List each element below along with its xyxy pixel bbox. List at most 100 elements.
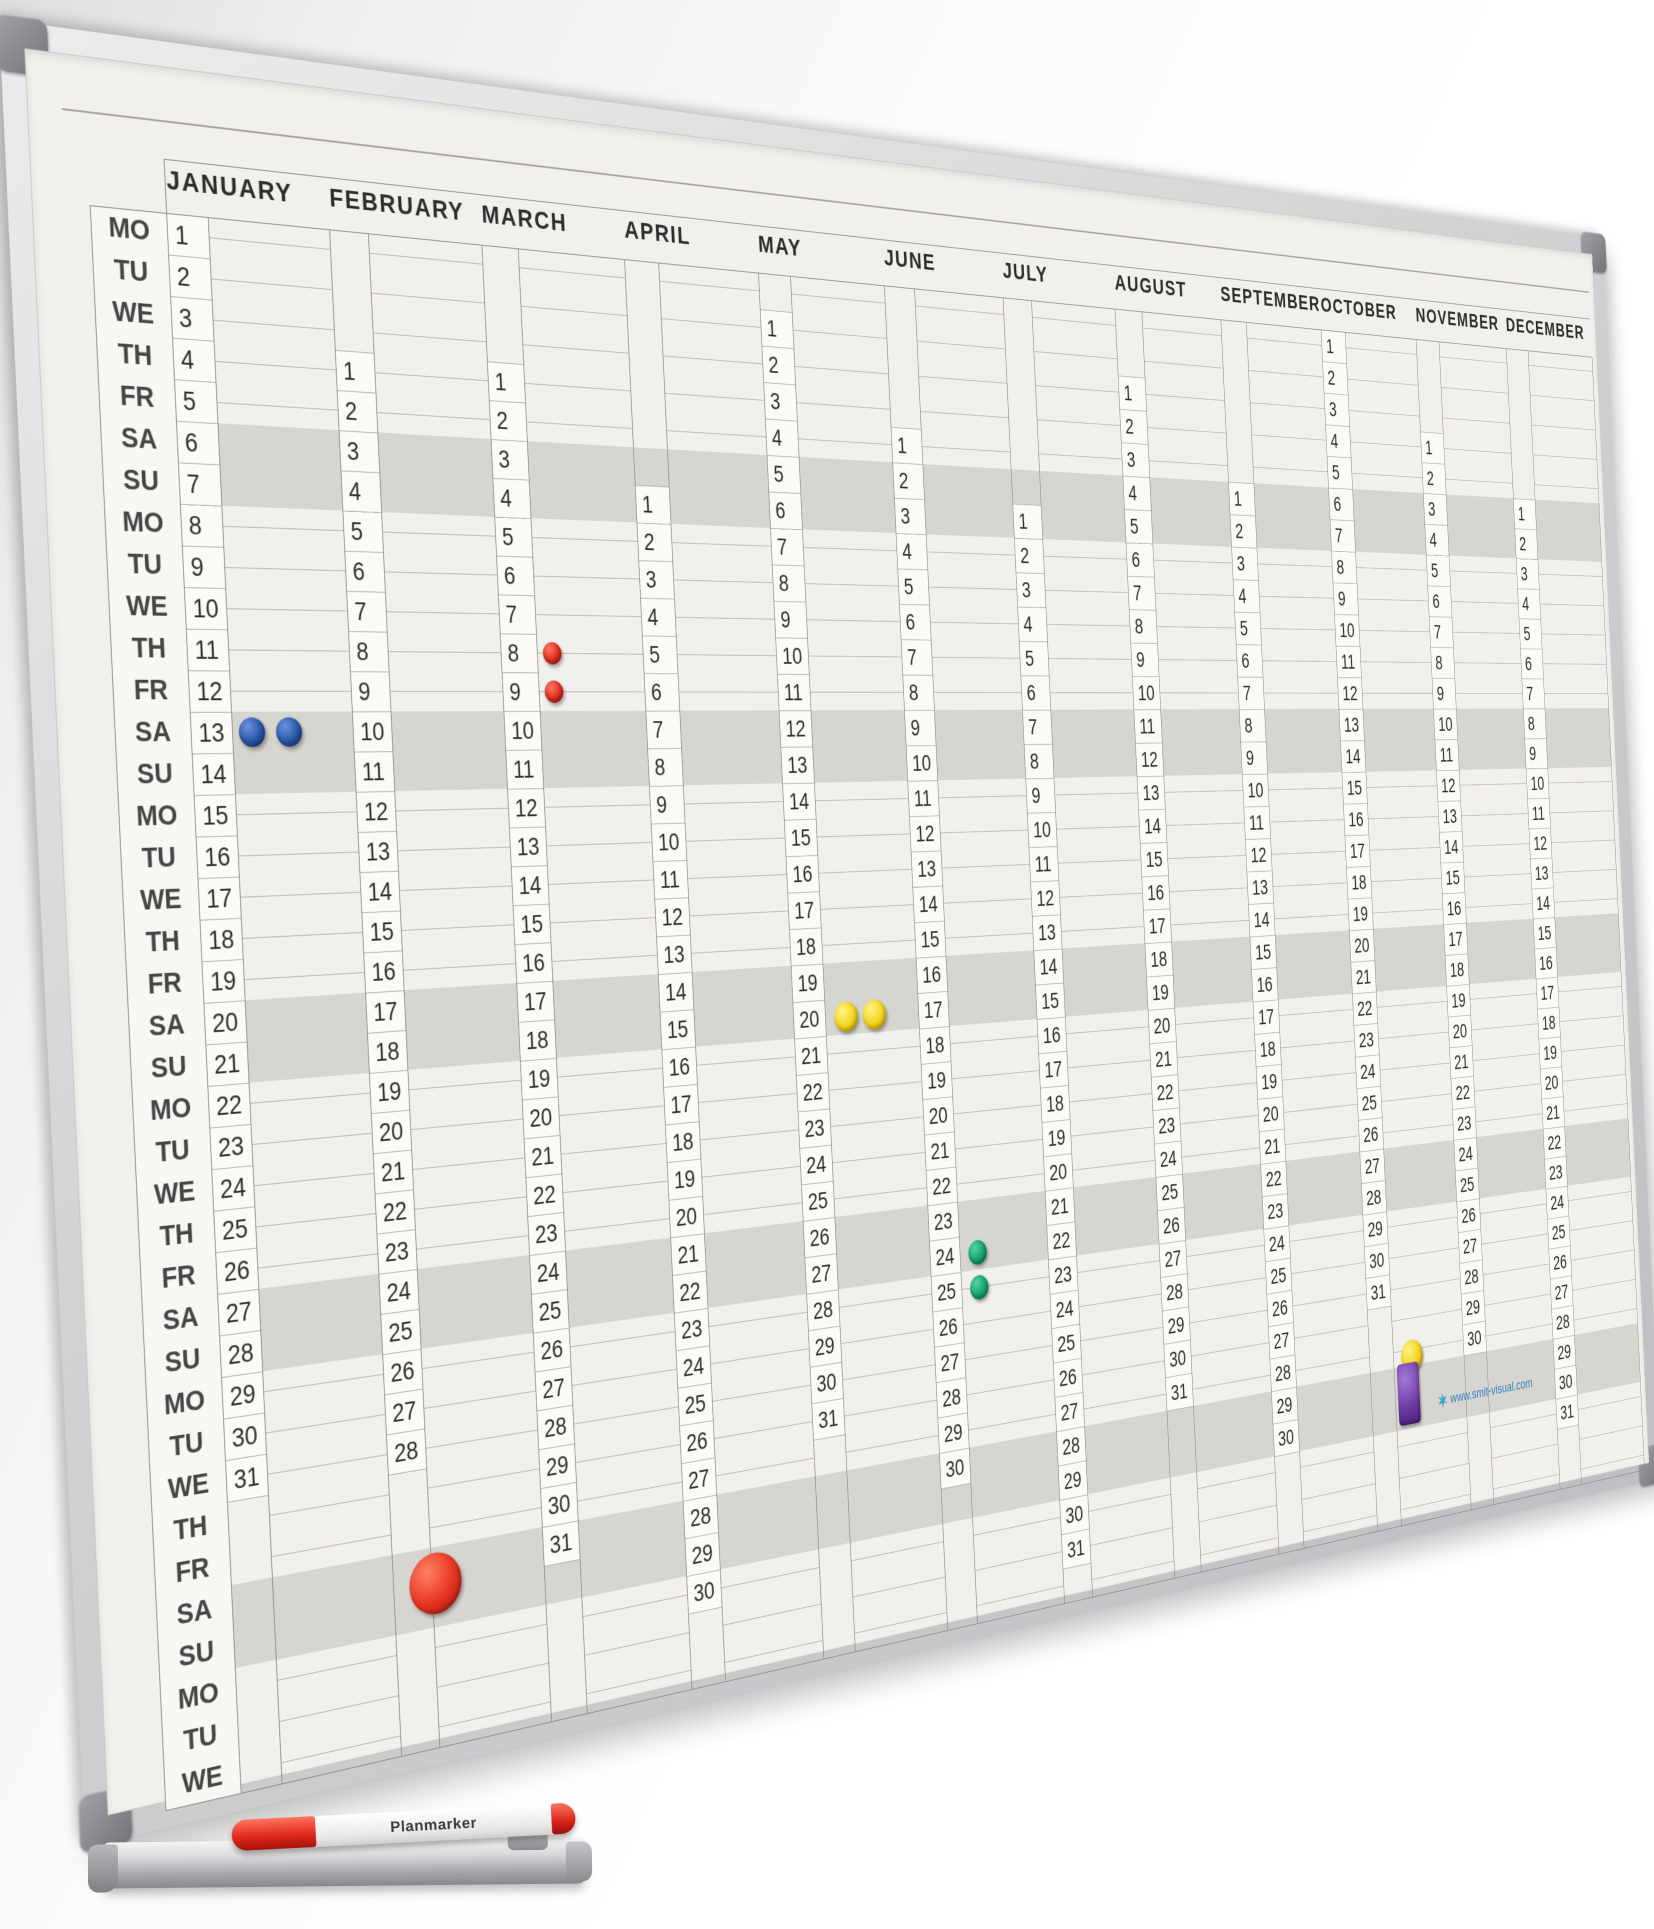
day-number-cell: 2 [636,523,673,563]
day-number-cell: 9 [181,546,226,590]
day-number-cell: 26 [1266,1290,1294,1328]
day-number-cell: 10 [1525,768,1549,800]
day-number-cell: 4 [1424,524,1449,557]
day-label[interactable]: WE [139,883,183,917]
month-header[interactable]: APRIL [623,215,692,250]
day-label[interactable]: TU [113,254,150,289]
day-label[interactable]: MO [121,506,165,540]
day-number-cell: 6 [344,551,385,593]
day-label[interactable]: FR [119,380,155,414]
day-number-cell: 5 [1426,555,1451,587]
day-number-cell: 23 [1048,1256,1078,1295]
day-number-cell: 12 [654,898,691,938]
day-number-cell: 7 [1237,677,1265,710]
day-number-cell: 7 [900,640,933,676]
day-number-cell: 1 [634,485,671,525]
day-label[interactable]: FR [147,967,183,1001]
day-label[interactable]: TU [141,842,177,875]
day-number-cell: 14 [782,783,816,821]
day-number-cell: 31 [1061,1529,1091,1570]
day-label[interactable]: SU [122,464,160,498]
day-number-cell: 25 [677,1383,713,1427]
day-number-cell: 3 [490,439,529,481]
month-header[interactable]: AUGUST [1114,269,1188,302]
day-number-cell: 30 [1554,1365,1578,1400]
day-number-cell: 7 [770,528,804,567]
magnet-red-dot[interactable] [542,642,563,665]
day-number-cell: 18 [1537,1007,1561,1040]
day-number-cell: 18 [367,1030,408,1074]
day-label[interactable]: SU [136,758,174,791]
day-number-cell: 10 [1242,774,1269,808]
day-label[interactable]: TH [131,632,167,665]
month-header[interactable]: NOVEMBER [1415,303,1500,335]
day-number-cell: 12 [1436,770,1461,802]
day-number-cell: 27 [217,1289,261,1337]
day-number-cell: 23 [209,1124,253,1171]
day-label[interactable]: SA [148,1009,186,1043]
day-number-cell: 8 [1238,709,1266,743]
marker-label: Planmarker [389,1814,478,1837]
day-number-cell: 10 [1027,812,1057,849]
day-number-cell: 16 [514,943,553,984]
month-header[interactable]: DECEMBER [1505,313,1585,344]
day-number-cell: 29 [1271,1387,1298,1425]
day-number-cell: 26 [1548,1246,1572,1280]
day-label[interactable]: TU [127,548,163,581]
day-number-cell: 6 [1235,644,1263,678]
day-number-cell: 3 [1516,559,1540,590]
day-number-cell: 30 [939,1448,971,1490]
magnet-purple-rect[interactable] [1396,1360,1421,1427]
day-label[interactable]: SU [150,1050,188,1085]
day-number-cell: 25 [930,1272,963,1313]
day-label[interactable]: TH [117,338,154,372]
day-number-cell: 21 [1541,1097,1565,1130]
day-number-cell: 28 [935,1378,968,1419]
day-number-cell: 19 [1446,984,1471,1018]
day-number-cell: 22 [1046,1222,1077,1261]
day-number-cell: 13 [910,851,943,888]
day-label[interactable]: FR [133,674,169,707]
day-number-cell: 13 [1136,776,1166,811]
day-number-cell: 9 [1240,742,1268,775]
day-number-cell: 3 [638,561,675,600]
magnet-blue-dot[interactable] [238,717,266,748]
day-label[interactable]: SA [120,422,158,456]
day-number-cell: 24 [1049,1290,1080,1330]
day-number-cell: 10 [1433,709,1458,741]
day-number-cell: 16 [1343,803,1369,837]
day-number-cell: 26 [802,1217,837,1259]
month-header[interactable]: JUNE [883,244,937,276]
day-number-cell: 3 [1423,493,1448,526]
day-number-cell: 16 [915,956,948,994]
month-header[interactable]: OCTOBER [1320,292,1398,324]
day-number-cell: 6 [1020,676,1051,711]
day-label[interactable]: MO [149,1092,192,1128]
day-number-cell: 21 [205,1042,249,1088]
month-header[interactable]: MAY [757,230,803,262]
day-number-cell: 21 [924,1132,956,1171]
day-label[interactable]: MO [135,800,179,833]
day-number-cell: 1 [487,362,526,404]
day-number-cell: 13 [1437,801,1462,833]
day-label[interactable]: WE [111,296,155,331]
day-number-cell: 7 [1329,519,1356,553]
day-number-cell: 7 [1022,710,1053,745]
day-number-cell: 16 [1534,947,1558,980]
day-label[interactable]: SA [134,716,172,749]
day-number-cell: 22 [1542,1126,1566,1160]
day-number-cell: 19 [1146,975,1175,1011]
day-number-cell: 18 [199,918,243,963]
month-header[interactable]: JULY [1002,257,1049,288]
day-number-cell: 12 [187,671,232,713]
magnet-red-dot[interactable] [544,680,564,703]
day-label[interactable]: TH [145,925,181,959]
magnet-blue-dot[interactable] [275,717,303,747]
day-label[interactable]: WE [125,590,169,623]
day-number-cell: 6 [1427,586,1452,618]
day-number-cell: 1 [1012,504,1043,540]
day-number-cell: 26 [1456,1199,1481,1234]
month-header[interactable]: MARCH [480,199,568,237]
day-number-cell: 20 [203,1001,247,1046]
day-number-cell: 6 [1125,543,1155,578]
